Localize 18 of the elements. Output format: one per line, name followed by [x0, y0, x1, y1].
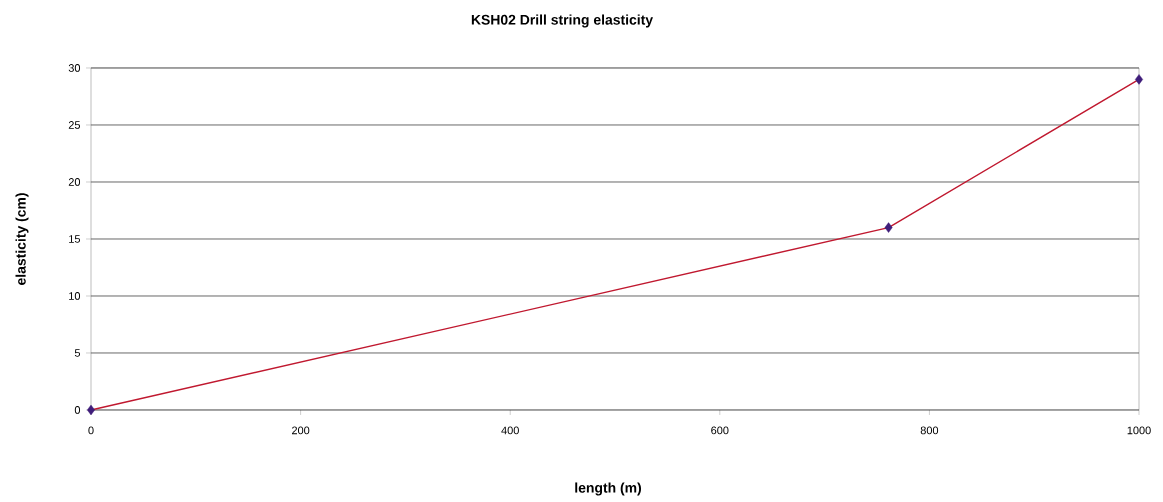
chart-title: KSH02 Drill string elasticity	[471, 14, 653, 28]
y-tick-label: 30	[68, 64, 81, 72]
y-tick-label: 10	[69, 292, 81, 300]
point	[1135, 74, 1143, 85]
y-tick-label: 20	[68, 178, 81, 186]
point	[884, 222, 893, 233]
x-tick-label: 0	[88, 426, 94, 435]
y-tick-label: 15	[69, 235, 81, 243]
x-tick-label: 800	[920, 426, 939, 435]
x-tick-label: 600	[711, 426, 729, 435]
y-tick-label: 25	[68, 121, 81, 129]
x-tick-label: 1000	[1127, 426, 1151, 435]
x-axis-title: length (m)	[575, 482, 642, 496]
x-tick-label: 400	[501, 426, 519, 435]
x-tick-label: 200	[292, 426, 310, 435]
y-tick-label: 0	[74, 406, 81, 414]
y-tick-label: 5	[74, 349, 81, 357]
y-axis-title: elasticity (cm)	[15, 193, 29, 285]
